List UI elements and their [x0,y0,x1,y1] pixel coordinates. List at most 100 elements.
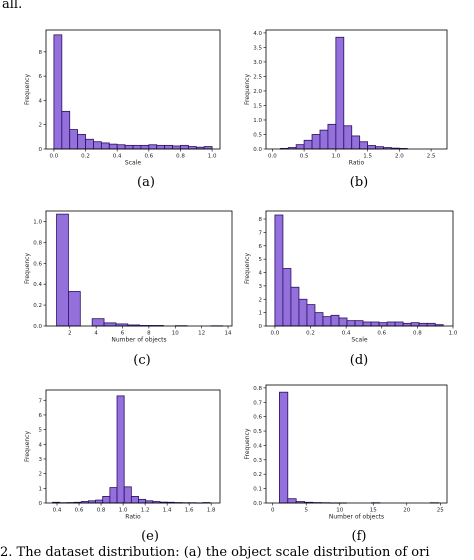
chart-a-bar [132,144,142,150]
chart-b-ytick-label: 3.5 [253,45,262,51]
chart-a-ytick-label: 0 [39,147,43,153]
chart-a-ytick-label: 8 [39,50,43,56]
chart-c-ytick-label: 0.0 [33,324,42,330]
chart-d-bar [402,322,412,327]
chart-d-bar [274,214,284,327]
chart-d-bar [378,322,388,327]
chart-c-ylabel: Frequency [24,253,31,284]
chart-b-bar [311,134,321,150]
chart-f-ytick-label: 0.4 [253,443,262,449]
chart-f-ylabel: Frequency [244,428,251,459]
chart-a-bar [116,144,126,150]
chart-b-xtick-label: 1.5 [363,154,372,160]
chart-c-xtick-label: 8 [147,331,151,337]
chart-a-bar [172,145,181,150]
chart-d-bar [426,322,436,327]
chart-b-caption: (b) [350,175,368,190]
chart-e-xtick-label: 0.6 [75,508,84,514]
chart-f-ytick-label: 0.0 [253,501,262,507]
chart-b-ytick-label: 1.0 [253,118,262,124]
chart-e: 0.4 0.6 0.8 1.0 1.2 1.4 1.6 1.8 0 1 2 3 4 5 6 7 Ratio Fre… [24,389,221,544]
chart-a-xtick-label: 0.6 [144,154,153,160]
chart-a-bar [124,144,134,150]
chart-d-ytick-label: 6 [259,244,263,250]
chart-f-ytick-label: 0.3 [253,458,262,464]
chart-e-xtick-label: 1.2 [141,508,150,514]
chart-d-caption: (d) [350,353,368,368]
chart-d-bar [314,312,324,327]
chart-b-xtick-label: 2.0 [395,154,404,160]
chart-f-xtick-label: 0 [271,508,275,514]
chart-c-ytick-label: 0.2 [33,303,42,309]
chart-e-xtick-label: 0.4 [53,508,62,514]
chart-d-ytick-label: 8 [259,217,263,223]
chart-a-ytick-label: 2 [39,123,43,129]
chart-e-bar [116,395,125,504]
chart-b-ytick-label: 3.0 [253,60,262,66]
bottom-caption-text: 2. The dataset distribution: (a) the obj… [0,545,430,560]
chart-b-ytick-label: 1.5 [253,103,262,109]
chart-f-ytick-label: 0.8 [253,386,262,392]
chart-c-ytick-label: 1.0 [33,219,42,225]
chart-d-xtick-label: 0.2 [306,331,315,337]
chart-a-bar [93,141,102,150]
chart-e-ytick-label: 6 [39,413,43,419]
chart-e-ytick-label: 1 [39,486,43,492]
chart-c: 2 4 6 8 10 12 14 0.0 0.2 0.4 0.6 0.8 1.0 Number of ob… [24,210,233,368]
chart-a-xtick-label: 1.0 [208,154,217,160]
chart-e-xtick-label: 1.4 [163,508,172,514]
chart-b-bar [319,129,329,150]
chart-a: 0.0 0.2 0.4 0.6 0.8 1.0 0 2 4 6 8 Scale Frequency (a) [24,29,221,190]
chart-b-ytick-label: 2.0 [253,89,262,95]
chart-c-ytick-label: 0.8 [33,240,42,246]
chart-b-bar [327,123,337,150]
chart-a-bar [100,142,110,150]
chart-a-bar [77,134,86,150]
chart-d-bar [290,286,300,327]
chart-d-bar [354,320,364,327]
chart-f-frame [265,384,448,504]
chart-b-ytick-label: 2.5 [253,74,262,80]
chart-f-xtick-label: 20 [403,508,410,514]
chart-e-ytick-label: 3 [39,457,43,463]
chart-e-bar [109,487,118,504]
chart-e-ytick-label: 2 [39,472,43,478]
chart-e-ytick-label: 5 [39,428,43,434]
chart-a-xtick-label: 0.0 [50,154,59,160]
chart-e-xtick-label: 1.8 [207,508,216,514]
chart-d-bar [386,321,396,327]
chart-a-bar [180,144,189,150]
chart-e-bar [95,499,104,504]
chart-c-bar [91,318,105,327]
chart-d-xlabel: Scale [351,337,367,344]
chart-d-xtick-label: 0.4 [342,331,351,337]
chart-e-xtick-label: 1.0 [119,508,128,514]
chart-e-ylabel: Frequency [24,431,31,462]
chart-b-bar [367,145,376,150]
chart-c-bar [56,213,69,327]
chart-d-ytick-label: 0 [259,324,263,330]
chart-a-xlabel: Scale [125,160,141,167]
chart-d-bar [394,321,404,327]
chart-b-bar [303,139,313,150]
chart-a-bar [164,144,173,150]
chart-e-frame [45,389,221,504]
chart-a-ylabel: Frequency [24,74,31,105]
chart-c-frame [45,210,233,327]
chart-a-bar [53,34,63,150]
chart-d-bar [346,320,356,327]
chart-d-bar [322,316,332,327]
chart-f-xlabel: Number of objects [329,514,384,521]
chart-d-bar [282,268,292,327]
chart-d-bar [306,304,316,327]
chart-f-xtick-label: 10 [336,508,343,514]
chart-c-xtick-label: 10 [172,331,179,337]
chart-a-bar [85,138,94,150]
chart-b-bar [335,36,345,150]
chart-b: 0.0 0.5 1.0 1.5 2.0 2.5 0.0 0.5 1.0 1.5 2.0 2.5 3.0 3… [244,29,448,190]
chart-a-bar [108,143,118,150]
chart-e-xtick-label: 0.8 [97,508,106,514]
chart-c-xtick-label: 12 [198,331,205,337]
chart-d-ytick-label: 1 [259,311,263,317]
